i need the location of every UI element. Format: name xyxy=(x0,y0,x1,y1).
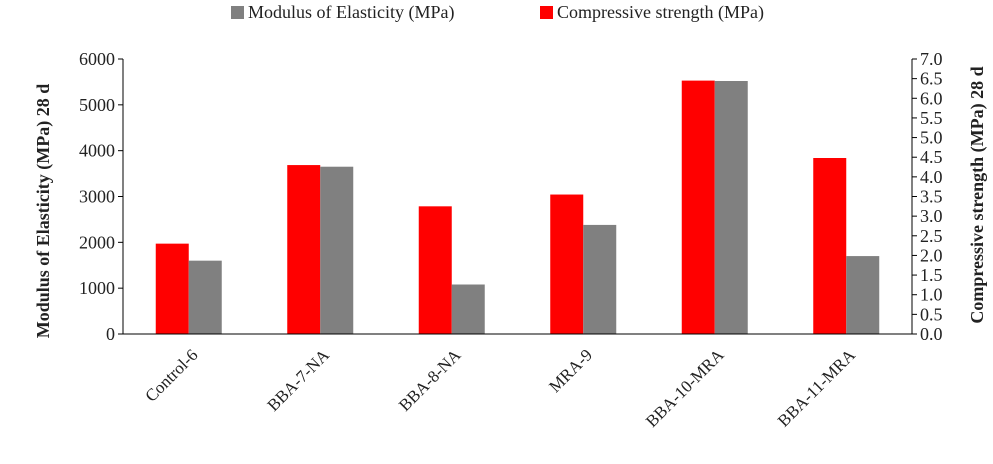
right-tick-label: 0.5 xyxy=(920,304,943,324)
bar-modulus-1 xyxy=(320,166,354,334)
left-tick-label: 0 xyxy=(106,324,115,344)
category-label: Control-6 xyxy=(141,345,201,405)
right-tick-label: 6.0 xyxy=(920,88,943,108)
left-tick-label: 4000 xyxy=(79,141,115,161)
right-tick-label: 5.5 xyxy=(920,108,943,128)
right-tick-label: 3.0 xyxy=(920,206,943,226)
bar-compressive-5 xyxy=(813,158,847,334)
right-tick-label: 4.0 xyxy=(920,167,943,187)
left-tick-label: 1000 xyxy=(79,278,115,298)
bar-compressive-3 xyxy=(550,194,584,334)
bar-modulus-4 xyxy=(714,81,748,334)
right-tick-label: 1.0 xyxy=(920,285,943,305)
bar-modulus-5 xyxy=(846,256,880,334)
bar-modulus-0 xyxy=(188,260,222,334)
bar-compressive-0 xyxy=(155,243,189,334)
right-tick-label: 2.0 xyxy=(920,245,943,265)
left-tick-label: 2000 xyxy=(79,232,115,252)
category-label: MRA-9 xyxy=(545,345,596,396)
bar-compressive-2 xyxy=(418,206,452,334)
right-axis: 0.00.51.01.52.02.53.03.54.04.55.05.56.06… xyxy=(911,49,943,344)
legend-label: Compressive strength (MPa) xyxy=(557,2,764,23)
left-axis-title: Modulus of Elasticity (MPa) 28 d xyxy=(33,84,54,339)
bar-modulus-3 xyxy=(583,224,617,334)
legend: Modulus of Elasticity (MPa) Compressive s… xyxy=(231,2,764,23)
right-tick-label: 0.0 xyxy=(920,324,943,344)
category-label: BBA-10-MRA xyxy=(642,345,728,431)
category-label: BBA-8-NA xyxy=(395,345,465,415)
right-tick-label: 6.5 xyxy=(920,69,943,89)
left-tick-label: 6000 xyxy=(79,49,115,69)
category-label: BBA-11-MRA xyxy=(774,345,860,431)
right-tick-label: 3.5 xyxy=(920,187,943,207)
right-tick-label: 2.5 xyxy=(920,226,943,246)
x-axis: Control-6 BBA-7-NA BBA-8-NA MRA-9 BBA-10-MRA… xyxy=(123,333,912,431)
right-tick-label: 4.5 xyxy=(920,147,943,167)
left-axis: 0 1000 2000 3000 4000 5000 6000 xyxy=(79,49,124,344)
bars xyxy=(155,80,880,334)
legend-label: Modulus of Elasticity (MPa) xyxy=(248,2,454,23)
bar-compressive-1 xyxy=(287,165,321,334)
category-label: BBA-7-NA xyxy=(264,345,334,415)
right-tick-label: 1.5 xyxy=(920,265,943,285)
left-tick-label: 3000 xyxy=(79,187,115,207)
right-tick-label: 5.0 xyxy=(920,128,943,148)
right-axis-title: Compressive strength (MPa) 28 d xyxy=(967,66,988,323)
legend-swatch xyxy=(231,6,244,19)
left-tick-label: 5000 xyxy=(79,95,115,115)
bar-modulus-2 xyxy=(451,284,485,334)
bar-compressive-4 xyxy=(681,80,715,334)
legend-swatch xyxy=(540,6,553,19)
right-tick-label: 7.0 xyxy=(920,49,943,69)
